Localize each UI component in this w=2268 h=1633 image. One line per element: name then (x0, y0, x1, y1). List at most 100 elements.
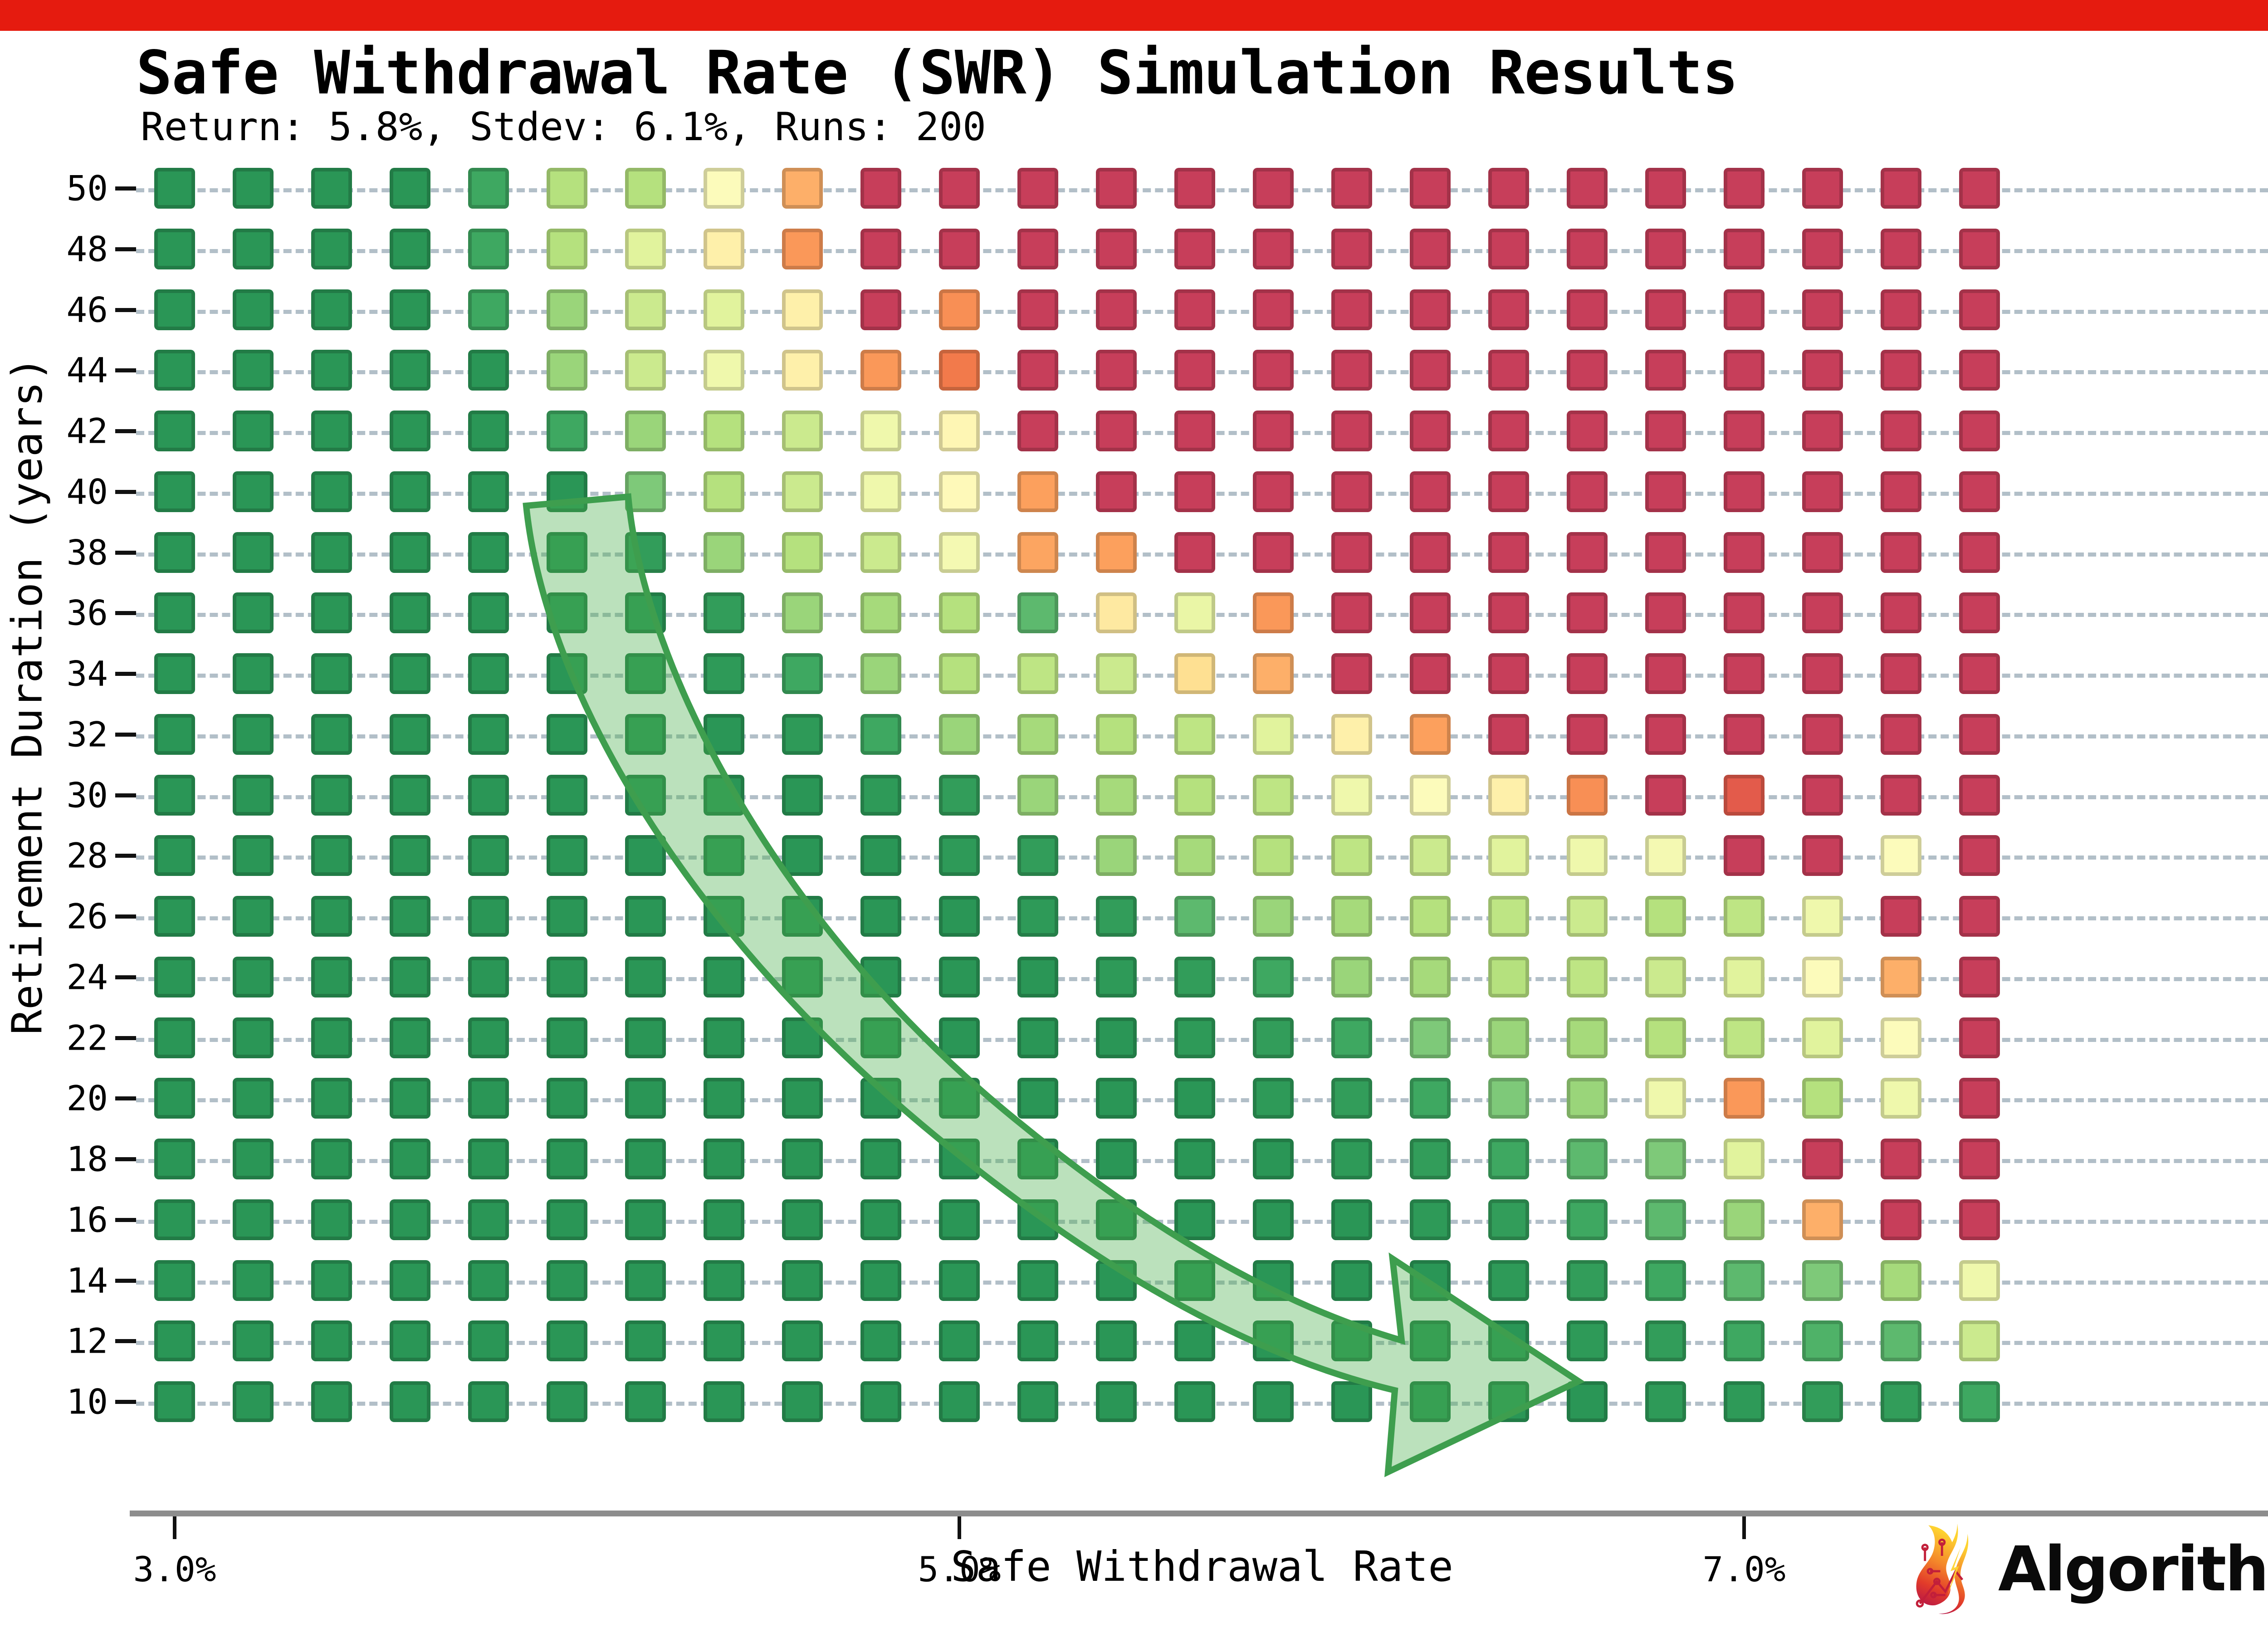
heatmap-cell (939, 168, 980, 209)
heatmap-cell (1959, 1320, 2000, 1362)
heatmap-cell (233, 1199, 274, 1240)
heatmap-cell (1017, 532, 1058, 573)
heatmap-cell (860, 956, 901, 997)
heatmap-cell (782, 289, 823, 330)
heatmap-cell (1488, 653, 1529, 694)
heatmap-cell (1253, 228, 1294, 269)
heatmap-cell (1959, 714, 2000, 755)
heatmap-cell (468, 532, 509, 573)
heatmap-cell (939, 1199, 980, 1240)
heatmap-cell (468, 956, 509, 997)
y-axis-tick-mark (115, 550, 136, 555)
heatmap-cell (1331, 168, 1372, 209)
heatmap-cell (782, 471, 823, 512)
heatmap-cell (468, 1139, 509, 1179)
heatmap-cell (1410, 956, 1451, 997)
heatmap-cell (1017, 1381, 1058, 1422)
heatmap-cell (860, 1381, 901, 1422)
heatmap-cell (1567, 592, 1608, 634)
heatmap-cell (939, 1017, 980, 1058)
heatmap-cell (468, 411, 509, 451)
heatmap-cell (704, 168, 744, 209)
heatmap-cell (1331, 956, 1372, 997)
heatmap-cell (1724, 956, 1765, 997)
heatmap-cell (1802, 592, 1843, 634)
heatmap-cell (1017, 1139, 1058, 1179)
y-axis-tick-mark (115, 1339, 136, 1344)
heatmap-cell (311, 592, 352, 634)
heatmap-cell (1724, 1139, 1765, 1179)
heatmap-cell (390, 1381, 430, 1422)
heatmap-cell (1096, 1139, 1137, 1179)
heatmap-cell (625, 1320, 666, 1362)
heatmap-cell (1331, 1320, 1372, 1362)
heatmap-cell (782, 411, 823, 451)
heatmap-cell (1724, 350, 1765, 391)
heatmap-cell (625, 896, 666, 937)
heatmap-cell (1488, 289, 1529, 330)
heatmap-cell (1096, 1381, 1137, 1422)
heatmap-cell (860, 1078, 901, 1119)
heatmap-cell (1331, 1199, 1372, 1240)
heatmap-cell (1645, 411, 1686, 451)
heatmap-cell (1959, 896, 2000, 937)
heatmap-cell (1017, 1199, 1058, 1240)
heatmap-cell (311, 835, 352, 876)
heatmap-cell (1802, 774, 1843, 816)
heatmap-cell (547, 289, 587, 330)
heatmap-cell (1017, 774, 1058, 816)
heatmap-cell (1881, 168, 1921, 209)
heatmap-cell (154, 168, 195, 209)
heatmap-cell (1567, 956, 1608, 997)
heatmap-cell (1253, 532, 1294, 573)
y-axis-tick-label: 36 (66, 592, 108, 633)
heatmap-cell (782, 1078, 823, 1119)
heatmap-cell (468, 714, 509, 755)
heatmap-cell (625, 774, 666, 816)
heatmap-cell (1802, 653, 1843, 694)
y-axis-tick-label: 32 (66, 714, 108, 755)
heatmap-cell (154, 1139, 195, 1179)
heatmap-cell (233, 1260, 274, 1301)
brand-logo[interactable]: AlgorithmicFIRE.com (1907, 1522, 2268, 1617)
heatmap-cell (704, 1199, 744, 1240)
heatmap-cell (1959, 1139, 2000, 1179)
heatmap-cell (547, 956, 587, 997)
heatmap-cell (547, 714, 587, 755)
heatmap-cell (1567, 228, 1608, 269)
heatmap-cell (1410, 896, 1451, 937)
heatmap-cell (1645, 168, 1686, 209)
y-axis-tick-mark (115, 1036, 136, 1040)
heatmap-cell (468, 835, 509, 876)
y-axis-tick-label: 22 (66, 1017, 108, 1058)
heatmap-cell (1959, 653, 2000, 694)
heatmap-cell (547, 1078, 587, 1119)
heatmap-cell (1724, 228, 1765, 269)
heatmap-cell (547, 1320, 587, 1362)
heatmap-cell (1331, 1017, 1372, 1058)
heatmap-cell (1881, 289, 1921, 330)
heatmap-cell (1253, 411, 1294, 451)
heatmap-cell (1174, 714, 1215, 755)
heatmap-cell (1881, 1199, 1921, 1240)
heatmap-cell (1253, 1199, 1294, 1240)
heatmap-cell (704, 956, 744, 997)
heatmap-cell (468, 289, 509, 330)
y-axis-tick-label: 48 (66, 229, 108, 269)
heatmap-cell (311, 532, 352, 573)
heatmap-cell (1096, 1017, 1137, 1058)
heatmap-cell (1724, 289, 1765, 330)
heatmap-cell (782, 774, 823, 816)
heatmap-cell (311, 168, 352, 209)
heatmap-cell (1645, 956, 1686, 997)
heatmap-cell (1096, 896, 1137, 937)
heatmap-cell (1881, 896, 1921, 937)
y-axis-tick-mark (115, 1096, 136, 1101)
heatmap-cell (1410, 1139, 1451, 1179)
heatmap-cell (939, 471, 980, 512)
y-axis-tick-label: 24 (66, 957, 108, 997)
heatmap-cell (782, 592, 823, 634)
heatmap-cell (468, 168, 509, 209)
heatmap-cell (625, 228, 666, 269)
heatmap-cell (390, 774, 430, 816)
